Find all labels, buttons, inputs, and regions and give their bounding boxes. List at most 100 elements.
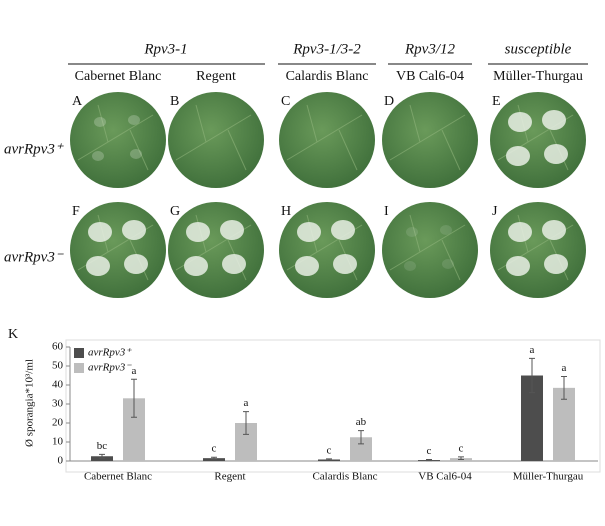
sporulation [442,259,454,269]
panel-letter: I [384,204,389,219]
leaf-disc [279,202,375,298]
error-bar [99,453,105,459]
cultivar-label: Regent [196,69,236,84]
x-tick-label: Müller-Thurgau [513,471,584,483]
leaf-disc [490,92,586,188]
panel-letter: G [170,204,180,219]
significance-letter: a [132,365,137,377]
leaf-vein [286,104,363,171]
sporulation [404,261,416,271]
bar [553,387,575,461]
sporulation [88,222,112,242]
legend-label: avrRpv3⁺ [88,347,132,359]
leaf-disc [70,92,166,188]
sporulation [86,256,110,276]
significance-letter: c [212,443,217,455]
significance-letter: bc [97,440,108,452]
error-bar [243,411,249,435]
significance-letter: a [562,362,567,374]
group-label: Rpv3-1 [143,41,187,57]
sporulation [124,254,148,274]
significance-letter: a [244,397,249,409]
error-bar [211,456,217,460]
leaf-disc [279,92,375,188]
row-label: avrRpv3⁺ [4,141,64,157]
significance-letter: c [327,444,332,456]
sporulation [542,110,566,130]
sporulation [220,220,244,240]
sporulation [92,151,104,161]
sporulation [331,220,355,240]
x-tick-label: Cabernet Blanc [84,471,152,483]
leaf-vein [389,214,466,281]
sporulation [542,220,566,240]
sporulation [508,222,532,242]
cultivar-label: Müller-Thurgau [493,69,583,84]
y-tick-label: 20 [52,417,64,429]
sporulation [184,256,208,276]
significance-letter: ab [356,416,367,428]
panel-letter: J [492,204,498,219]
error-bar [458,456,464,460]
sporulation [122,220,146,240]
error-bar [358,430,364,445]
leaf-disc [490,202,586,298]
panel-letter: H [281,204,291,219]
sporulation [295,256,319,276]
group-label: Rpv3-1/3-2 [292,41,361,57]
leaf-disc [382,92,478,188]
sporulation [94,117,106,127]
significance-letter: c [427,445,432,457]
error-bar [529,357,535,394]
significance-letter: a [530,344,535,356]
sporulation [333,254,357,274]
sporulation [406,227,418,237]
bar [123,398,145,461]
leaf-vein [389,104,466,171]
y-tick-label: 60 [52,341,64,353]
sporulation [130,149,142,159]
error-bar [131,378,137,418]
sporulation [440,225,452,235]
panel-letter: F [72,204,80,219]
sporulation [186,222,210,242]
panel-letter: C [281,94,290,109]
panel-letter: K [8,327,18,342]
leaf-disc [168,202,264,298]
x-tick-label: Calardis Blanc [312,471,377,483]
error-bar [326,458,332,461]
leaf-disc [168,92,264,188]
cultivar-label: Cabernet Blanc [75,69,162,84]
y-tick-label: 10 [52,436,64,448]
panel-letter: B [170,94,179,109]
bar [521,375,543,461]
sporulation [506,146,530,166]
sporulation [297,222,321,242]
legend-swatch [74,363,84,373]
cultivar-label: Calardis Blanc [286,69,369,84]
row-label: avrRpv3⁻ [4,249,64,265]
leaf-vein [77,104,154,171]
x-tick-label: Regent [214,471,245,483]
sporulation [128,115,140,125]
sporulation [544,254,568,274]
bar [350,437,372,461]
sporulation [508,112,532,132]
leaf-disc [382,202,478,298]
chart-frame [65,339,601,473]
y-tick-label: 0 [58,455,64,467]
group-label: Rpv3/12 [404,41,455,57]
leaf-disc [70,202,166,298]
panel-letter: A [72,94,83,109]
panel-letter: D [384,94,394,109]
error-bar [561,375,567,400]
significance-letter: c [459,442,464,454]
y-tick-label: 40 [52,379,64,391]
sporulation [222,254,246,274]
group-label: susceptible [505,41,572,57]
legend-swatch [74,348,84,358]
sporulation [544,144,568,164]
y-tick-label: 50 [52,360,64,372]
x-tick-label: VB Cal6-04 [418,471,472,483]
